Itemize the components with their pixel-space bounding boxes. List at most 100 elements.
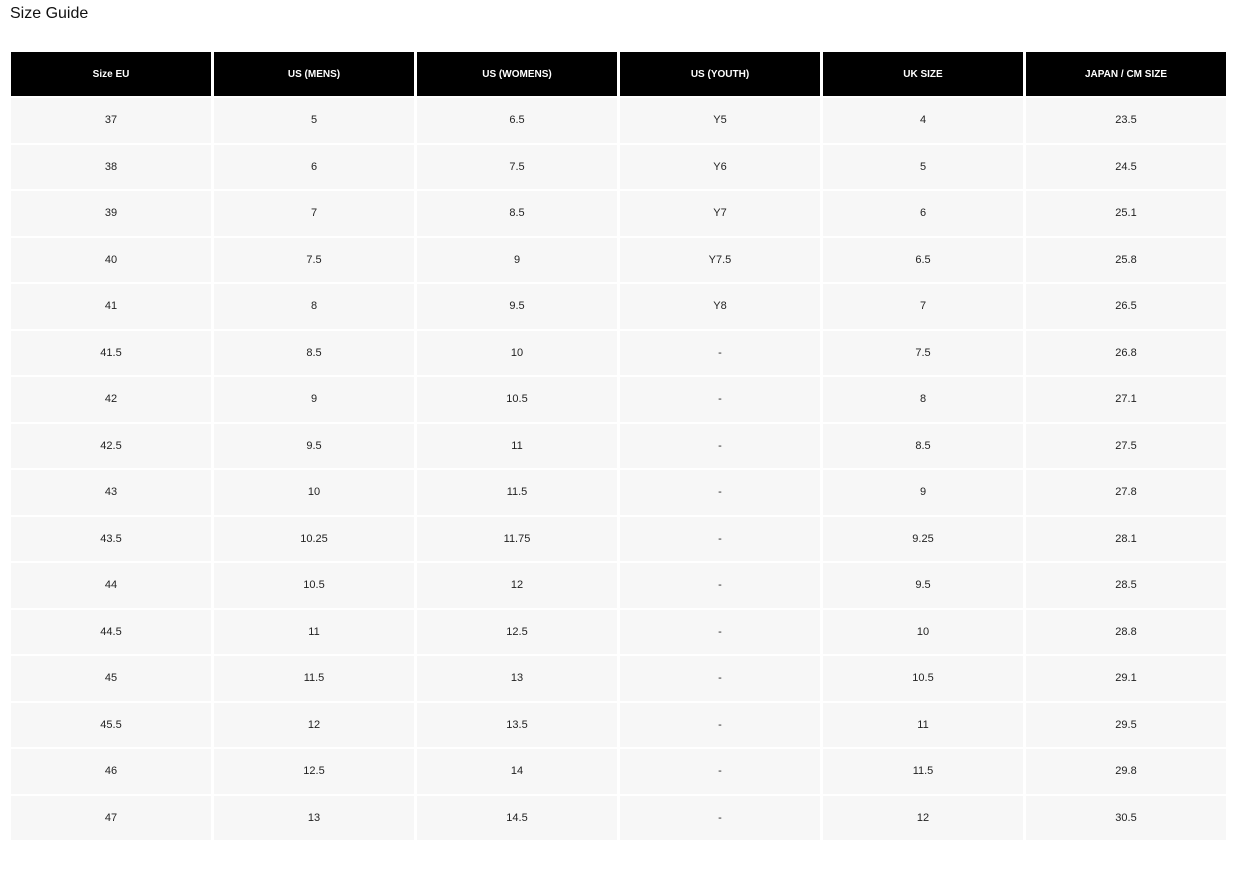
table-row: 43.5 10.25 11.75-9.25 28.1 (11, 516, 1226, 561)
table-header-row: Size EU US (MENS) US (WOMENS) US (YOUTH) UK … (11, 52, 1226, 96)
table-cell: 11 (823, 702, 1023, 747)
table-cell: - (620, 795, 820, 840)
table-cell: - (620, 609, 820, 654)
table-cell: 39 (11, 191, 211, 236)
column-header: JAPAN / CM SIZE (1026, 52, 1226, 96)
table-cell: 10 (417, 330, 617, 375)
table-row: 41.5 8.5 10-7.5 26.8 (11, 330, 1226, 375)
table-cell: 28.8 (1026, 609, 1226, 654)
table-cell: 13 (417, 656, 617, 701)
column-header: US (YOUTH) (620, 52, 820, 96)
column-header: Size EU (11, 52, 211, 96)
table-cell: 8.5 (823, 423, 1023, 468)
table-cell: 28.5 (1026, 563, 1226, 608)
table-cell: 8.5 (214, 330, 414, 375)
table-cell: 11.5 (214, 656, 414, 701)
table-row: 42.5 9.5 11-8.5 27.5 (11, 423, 1226, 468)
table-cell: 10.5 (823, 656, 1023, 701)
table-cell: 7.5 (823, 330, 1023, 375)
table-cell: - (620, 563, 820, 608)
table-cell: 26.8 (1026, 330, 1226, 375)
table-cell: - (620, 702, 820, 747)
table-cell: 27.8 (1026, 470, 1226, 515)
table-cell: 11.5 (417, 470, 617, 515)
table-cell: 14.5 (417, 795, 617, 840)
table-cell: 12 (417, 563, 617, 608)
table-cell: 12.5 (417, 609, 617, 654)
table-cell: 23.5 (1026, 98, 1226, 143)
column-header: US (MENS) (214, 52, 414, 96)
table-cell: 29.1 (1026, 656, 1226, 701)
table-cell: 6 (823, 191, 1023, 236)
table-cell: 11 (214, 609, 414, 654)
table-row: 43 10 11.5-9 27.8 (11, 470, 1226, 515)
table-cell: - (620, 423, 820, 468)
table-cell: 43.5 (11, 516, 211, 561)
table-cell: Y5 (620, 98, 820, 143)
table-cell: 29.5 (1026, 702, 1226, 747)
table-cell: 7.5 (417, 144, 617, 189)
table-cell: Y7.5 (620, 237, 820, 282)
table-row: 46 12.5 14-11.5 29.8 (11, 749, 1226, 794)
table-cell: 40 (11, 237, 211, 282)
table-cell: 10.25 (214, 516, 414, 561)
table-cell: 41.5 (11, 330, 211, 375)
table-cell: 42.5 (11, 423, 211, 468)
table-row: 47 13 14.5-12 30.5 (11, 795, 1226, 840)
size-guide-table: Size EU US (MENS) US (WOMENS) US (YOUTH) UK … (8, 50, 1229, 842)
table-cell: 37 (11, 98, 211, 143)
table-cell: 41 (11, 284, 211, 329)
table-cell: 45.5 (11, 702, 211, 747)
column-header: UK SIZE (823, 52, 1023, 96)
table-cell: 7.5 (214, 237, 414, 282)
table-cell: 7 (823, 284, 1023, 329)
table-cell: 47 (11, 795, 211, 840)
table-cell: 6.5 (417, 98, 617, 143)
table-cell: 14 (417, 749, 617, 794)
table-row: 39 7 8.5 Y7 6 25.1 (11, 191, 1226, 236)
table-cell: 13 (214, 795, 414, 840)
table-cell: 25.1 (1026, 191, 1226, 236)
table-cell: 5 (214, 98, 414, 143)
table-row: 38 6 7.5 Y6 5 24.5 (11, 144, 1226, 189)
table-cell: 28.1 (1026, 516, 1226, 561)
table-cell: 27.1 (1026, 377, 1226, 422)
table-row: 41 8 9.5 Y8 7 26.5 (11, 284, 1226, 329)
table-cell: Y6 (620, 144, 820, 189)
table-cell: 8.5 (417, 191, 617, 236)
table-cell: - (620, 656, 820, 701)
table-cell: 11 (417, 423, 617, 468)
table-cell: 10.5 (417, 377, 617, 422)
table-cell: 9 (214, 377, 414, 422)
table-cell: 25.8 (1026, 237, 1226, 282)
table-cell: 44.5 (11, 609, 211, 654)
table-cell: 11.5 (823, 749, 1023, 794)
table-row: 44.5 11 12.5-10 28.8 (11, 609, 1226, 654)
table-cell: 9 (823, 470, 1023, 515)
table-cell: 10.5 (214, 563, 414, 608)
table-cell: 27.5 (1026, 423, 1226, 468)
table-cell: - (620, 470, 820, 515)
table-cell: 4 (823, 98, 1023, 143)
table-row: 44 10.5 12-9.5 28.5 (11, 563, 1226, 608)
table-cell: 43 (11, 470, 211, 515)
table-cell: 44 (11, 563, 211, 608)
table-row: 42 9 10.5-8 27.1 (11, 377, 1226, 422)
table-cell: - (620, 377, 820, 422)
table-cell: 7 (214, 191, 414, 236)
table-cell: 26.5 (1026, 284, 1226, 329)
page-title: Size Guide (10, 5, 89, 22)
column-header: US (WOMENS) (417, 52, 617, 96)
table-row: 45 11.5 13-10.5 29.1 (11, 656, 1226, 701)
table-cell: 24.5 (1026, 144, 1226, 189)
table-cell: 38 (11, 144, 211, 189)
table-cell: 12 (214, 702, 414, 747)
table-row: 40 7.5 9 Y7.5 6.5 25.8 (11, 237, 1226, 282)
table-cell: 11.75 (417, 516, 617, 561)
table-cell: 8 (214, 284, 414, 329)
table-cell: 30.5 (1026, 795, 1226, 840)
table-cell: 42 (11, 377, 211, 422)
table-cell: 46 (11, 749, 211, 794)
table-cell: 10 (214, 470, 414, 515)
table-cell: 29.8 (1026, 749, 1226, 794)
